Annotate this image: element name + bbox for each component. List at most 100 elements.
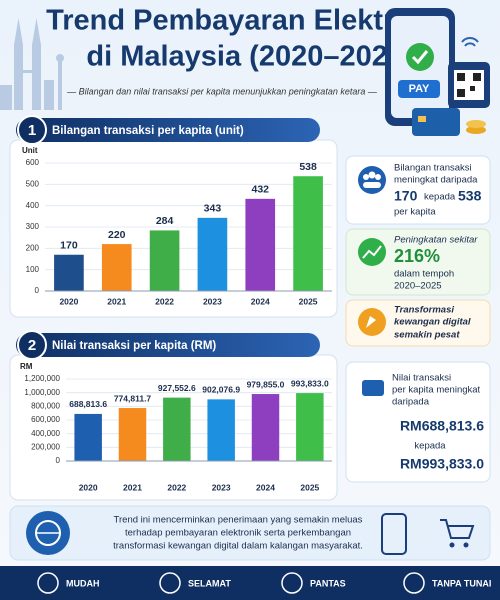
x-tick-label: 2021: [123, 482, 142, 492]
x-tick-label: 2022: [167, 482, 186, 492]
value-label: 774,811.7: [114, 393, 152, 403]
bar: [54, 254, 84, 291]
y-tick-label: 500: [26, 179, 40, 188]
panel-text: kepada: [424, 192, 456, 203]
badge-icon: [403, 572, 425, 594]
y-tick-label: 600: [26, 158, 40, 167]
section-number-badge: [17, 115, 47, 145]
panel-value: 216%: [394, 246, 440, 266]
x-tick-label: 2025: [299, 296, 318, 306]
value-label: 902,076.9: [202, 385, 240, 395]
bar: [101, 244, 132, 291]
section-number: 1: [28, 122, 36, 139]
y-tick-label: 0: [35, 286, 40, 295]
chart-title: Bilangan transaksi per kapita (unit): [52, 125, 244, 137]
y-tick-label: 400: [26, 201, 40, 210]
phone-illustration: PAY: [385, 8, 490, 136]
y-tick-label: 600,000: [31, 415, 60, 424]
bar: [296, 393, 324, 461]
panel-text: 2020–2025: [394, 281, 442, 292]
bar: [245, 198, 276, 291]
panel-text: kepada: [414, 441, 446, 452]
bar: [207, 399, 235, 461]
x-tick-label: 2023: [203, 296, 222, 306]
bar: [293, 176, 323, 291]
panel: Peningkatan sekitar 216% dalam tempoh 20…: [345, 228, 491, 296]
y-tick-label: 200: [26, 243, 40, 252]
section-header: [16, 118, 320, 142]
y-tick-label: 200,000: [31, 442, 60, 451]
y-axis-label: RM: [20, 362, 33, 371]
bar: [251, 394, 280, 461]
section-number: 2: [28, 337, 36, 354]
section-number-badge: [17, 330, 47, 360]
title-line: di Malaysia (2020–2025): [86, 41, 413, 73]
panel-text: Nilai transaksi: [392, 373, 451, 384]
x-tick-label: 2024: [251, 296, 270, 306]
panel-value: RM993,833.0: [400, 456, 484, 472]
footer-text: terhadap pembayaran elektronik serta per…: [125, 528, 351, 539]
badge-label: SELAMAT: [188, 578, 231, 588]
pay-label: PAY: [409, 83, 430, 95]
value-label: 343: [204, 203, 222, 215]
badge-label: PANTAS: [310, 578, 346, 588]
y-tick-label: 100: [26, 265, 40, 274]
panel-text: daripada: [392, 397, 430, 408]
y-tick-label: 1,000,000: [24, 388, 60, 397]
x-tick-label: 2021: [107, 296, 126, 306]
section-header: [16, 333, 320, 357]
y-tick-label: 400,000: [31, 429, 60, 438]
skyline: [0, 18, 64, 110]
panel-text: per kapita meningkat: [392, 385, 481, 396]
y-tick-label: 800,000: [31, 401, 60, 410]
badge-label: TANPA TUNAI: [432, 578, 491, 588]
x-tick-label: 2025: [300, 482, 319, 492]
x-tick-label: 2022: [155, 296, 174, 306]
panel-text: per kapita: [394, 207, 436, 218]
panel: Bilangan transaksi meningkat daripada 17…: [345, 155, 491, 225]
badge-icon: [37, 572, 59, 594]
value-label: 284: [156, 215, 174, 227]
bar: [149, 230, 180, 291]
x-tick-label: 2023: [212, 482, 231, 492]
panel-value: RM688,813.6: [400, 418, 484, 434]
value-label: 993,833.0: [291, 378, 329, 388]
badge-bar: [0, 566, 500, 600]
value-label: 432: [251, 184, 269, 196]
subtitle: — Bilangan dan nilai transaksi per kapit…: [66, 86, 378, 96]
footer: Trend ini mencerminkan penerimaan yang s…: [9, 505, 491, 561]
y-tick-label: 300: [26, 222, 40, 231]
panel: Transformasi kewangan digital semakin pe…: [345, 299, 491, 347]
x-tick-label: 2020: [79, 482, 98, 492]
value-label: 927,552.6: [158, 383, 196, 393]
panel-text: kewangan digital: [394, 317, 471, 328]
footer-text: transformasi kewangan digital dalam kala…: [113, 541, 363, 552]
value-label: 170: [60, 240, 78, 252]
panel-text: semakin pesat: [394, 330, 460, 341]
bar: [163, 397, 191, 461]
chart-title: Nilai transaksi per kapita (RM): [52, 340, 216, 352]
y-tick-label: 1,200,000: [24, 374, 60, 383]
panel-value: 538: [458, 188, 482, 204]
value-label: 979,855.0: [247, 379, 285, 389]
bar: [197, 217, 228, 291]
x-tick-label: 2020: [59, 296, 78, 306]
panel-text: dalam tempoh: [394, 269, 454, 280]
y-tick-label: 0: [56, 456, 61, 465]
value-label: 688,813.6: [69, 399, 107, 409]
badge-label: MUDAH: [66, 578, 100, 588]
value-label: 220: [108, 229, 126, 241]
panel-text: Peningkatan sekitar: [394, 235, 478, 246]
bar: [118, 408, 147, 461]
panel-text: meningkat daripada: [394, 175, 478, 186]
value-label: 538: [299, 161, 317, 173]
panel-text: Bilangan transaksi: [394, 163, 472, 174]
bar: [74, 413, 102, 461]
y-axis-label: Unit: [22, 146, 38, 155]
badge-icon: [281, 572, 303, 594]
panel-text: Transformasi: [394, 305, 454, 316]
x-tick-label: 2024: [256, 482, 275, 492]
panel: Nilai transaksi per kapita meningkat dar…: [345, 361, 491, 483]
badge-icon: [159, 572, 181, 594]
